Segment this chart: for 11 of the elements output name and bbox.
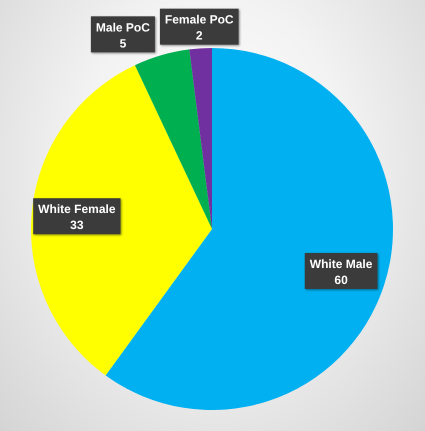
slice-label: Female PoC [164,12,234,27]
pie-slice [31,65,212,376]
slice-label: Male PoC [96,20,150,34]
data-label: 2 [196,28,203,43]
data-label: 60 [334,272,348,287]
data-label: 5 [120,36,127,50]
pie-slice [134,49,212,229]
pie-slice [189,48,212,229]
slice-label: White Male [310,256,373,271]
slice-label: White Female [38,202,116,216]
data-label: 33 [70,218,84,232]
